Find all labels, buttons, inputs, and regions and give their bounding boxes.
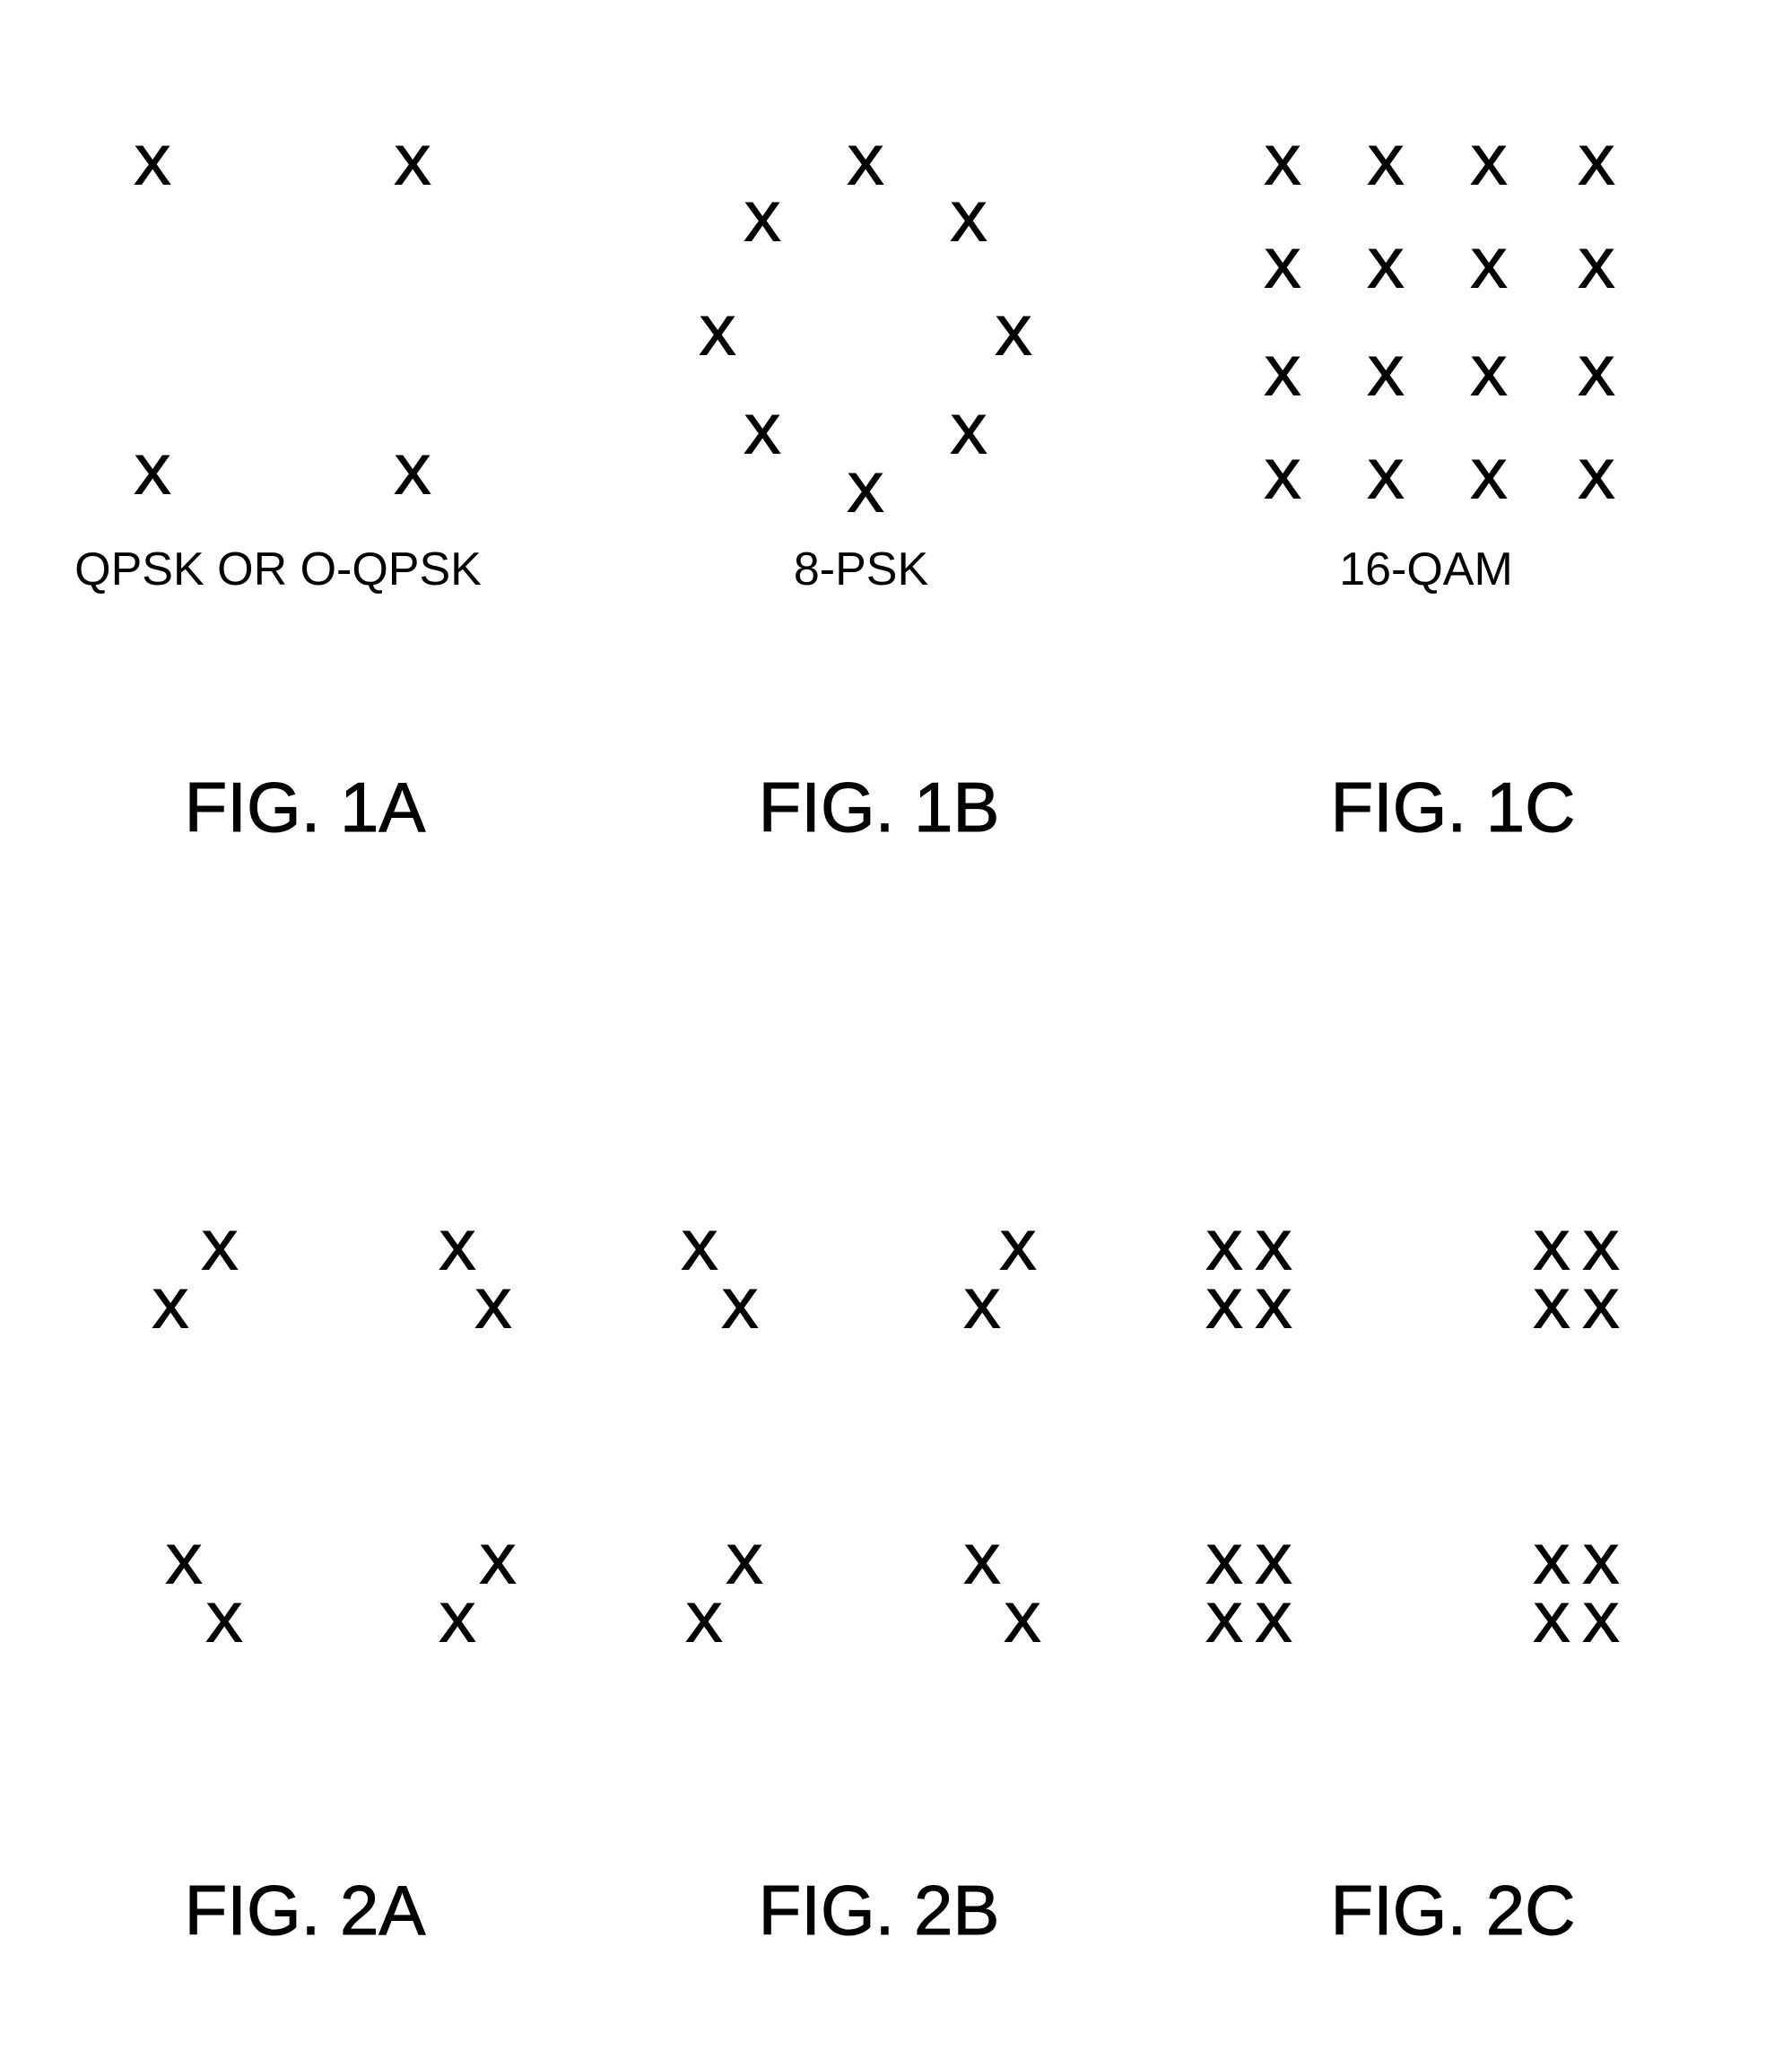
f2c-point-3: X [1256, 1282, 1292, 1336]
f2a-point-1: X [152, 1282, 188, 1336]
f2b-point-5: X [686, 1596, 722, 1650]
f2b-point-6: X [964, 1538, 1000, 1592]
f1a-point-3: X [395, 448, 431, 502]
f2b-point-3: X [964, 1282, 1000, 1336]
f2a-point-0: X [202, 1224, 238, 1278]
f1b-point-3: X [700, 309, 735, 363]
f1c-point-3: X [1579, 139, 1614, 193]
f1c-point-14: X [1471, 453, 1507, 507]
f2c-point-6: X [1534, 1282, 1570, 1336]
f2c-point-5: X [1583, 1224, 1619, 1278]
f2c-point-4: X [1534, 1224, 1570, 1278]
f1c-point-0: X [1265, 139, 1301, 193]
f2c-point-14: X [1534, 1596, 1570, 1650]
f1c-point-4: X [1265, 242, 1301, 296]
f2a-point-2: X [439, 1224, 475, 1278]
f1b-label: 8-PSK [794, 546, 928, 593]
f1c-point-2: X [1471, 139, 1507, 193]
f1c-point-13: X [1368, 453, 1404, 507]
f2c-point-15: X [1583, 1596, 1619, 1650]
f1b-point-0: X [848, 139, 883, 193]
f2c-point-1: X [1256, 1224, 1292, 1278]
f1c-point-1: X [1368, 139, 1404, 193]
f1c-label: 16-QAM [1339, 546, 1513, 593]
f2a-figlabel: FIG. 2A [185, 1875, 426, 1945]
f2a-point-3: X [475, 1282, 511, 1336]
f1c-figlabel: FIG. 1C [1330, 772, 1575, 842]
f2b-point-2: X [1000, 1224, 1036, 1278]
f2a-point-5: X [206, 1596, 242, 1650]
f2c-point-2: X [1206, 1282, 1242, 1336]
f1b-point-4: X [996, 309, 1031, 363]
f1b-point-6: X [951, 408, 987, 462]
diagram-canvas: XXXXQPSK OR O-QPSKFIG. 1AXXXXXXXX8-PSKFI… [0, 0, 1792, 2059]
f1a-point-0: X [135, 139, 170, 193]
f1c-point-15: X [1579, 453, 1614, 507]
f1c-point-7: X [1579, 242, 1614, 296]
f1a-figlabel: FIG. 1A [185, 772, 426, 842]
f1b-figlabel: FIG. 1B [759, 772, 1000, 842]
f1b-point-7: X [848, 466, 883, 520]
f1c-point-10: X [1471, 350, 1507, 404]
f2a-point-4: X [166, 1538, 202, 1592]
f2c-point-8: X [1206, 1538, 1242, 1592]
f2a-point-7: X [439, 1596, 475, 1650]
f2b-point-1: X [722, 1282, 758, 1336]
f1c-point-6: X [1471, 242, 1507, 296]
f1a-label: QPSK OR O-QPSK [74, 546, 482, 593]
f2b-point-0: X [682, 1224, 718, 1278]
f1a-point-2: X [135, 448, 170, 502]
f1c-point-9: X [1368, 350, 1404, 404]
f1c-point-12: X [1265, 453, 1301, 507]
f2c-point-0: X [1206, 1224, 1242, 1278]
f2c-point-12: X [1534, 1538, 1570, 1592]
f1b-point-2: X [951, 195, 987, 249]
f2c-point-7: X [1583, 1282, 1619, 1336]
f2b-point-7: X [1005, 1596, 1040, 1650]
f1b-point-1: X [744, 195, 780, 249]
f1c-point-11: X [1579, 350, 1614, 404]
f2c-point-13: X [1583, 1538, 1619, 1592]
f2c-figlabel: FIG. 2C [1330, 1875, 1575, 1945]
f2b-point-4: X [726, 1538, 762, 1592]
f1c-point-8: X [1265, 350, 1301, 404]
f2a-point-6: X [480, 1538, 516, 1592]
f2b-figlabel: FIG. 2B [759, 1875, 1000, 1945]
f2c-point-10: X [1206, 1596, 1242, 1650]
f2c-point-11: X [1256, 1596, 1292, 1650]
f1c-point-5: X [1368, 242, 1404, 296]
f2c-point-9: X [1256, 1538, 1292, 1592]
f1a-point-1: X [395, 139, 431, 193]
f1b-point-5: X [744, 408, 780, 462]
